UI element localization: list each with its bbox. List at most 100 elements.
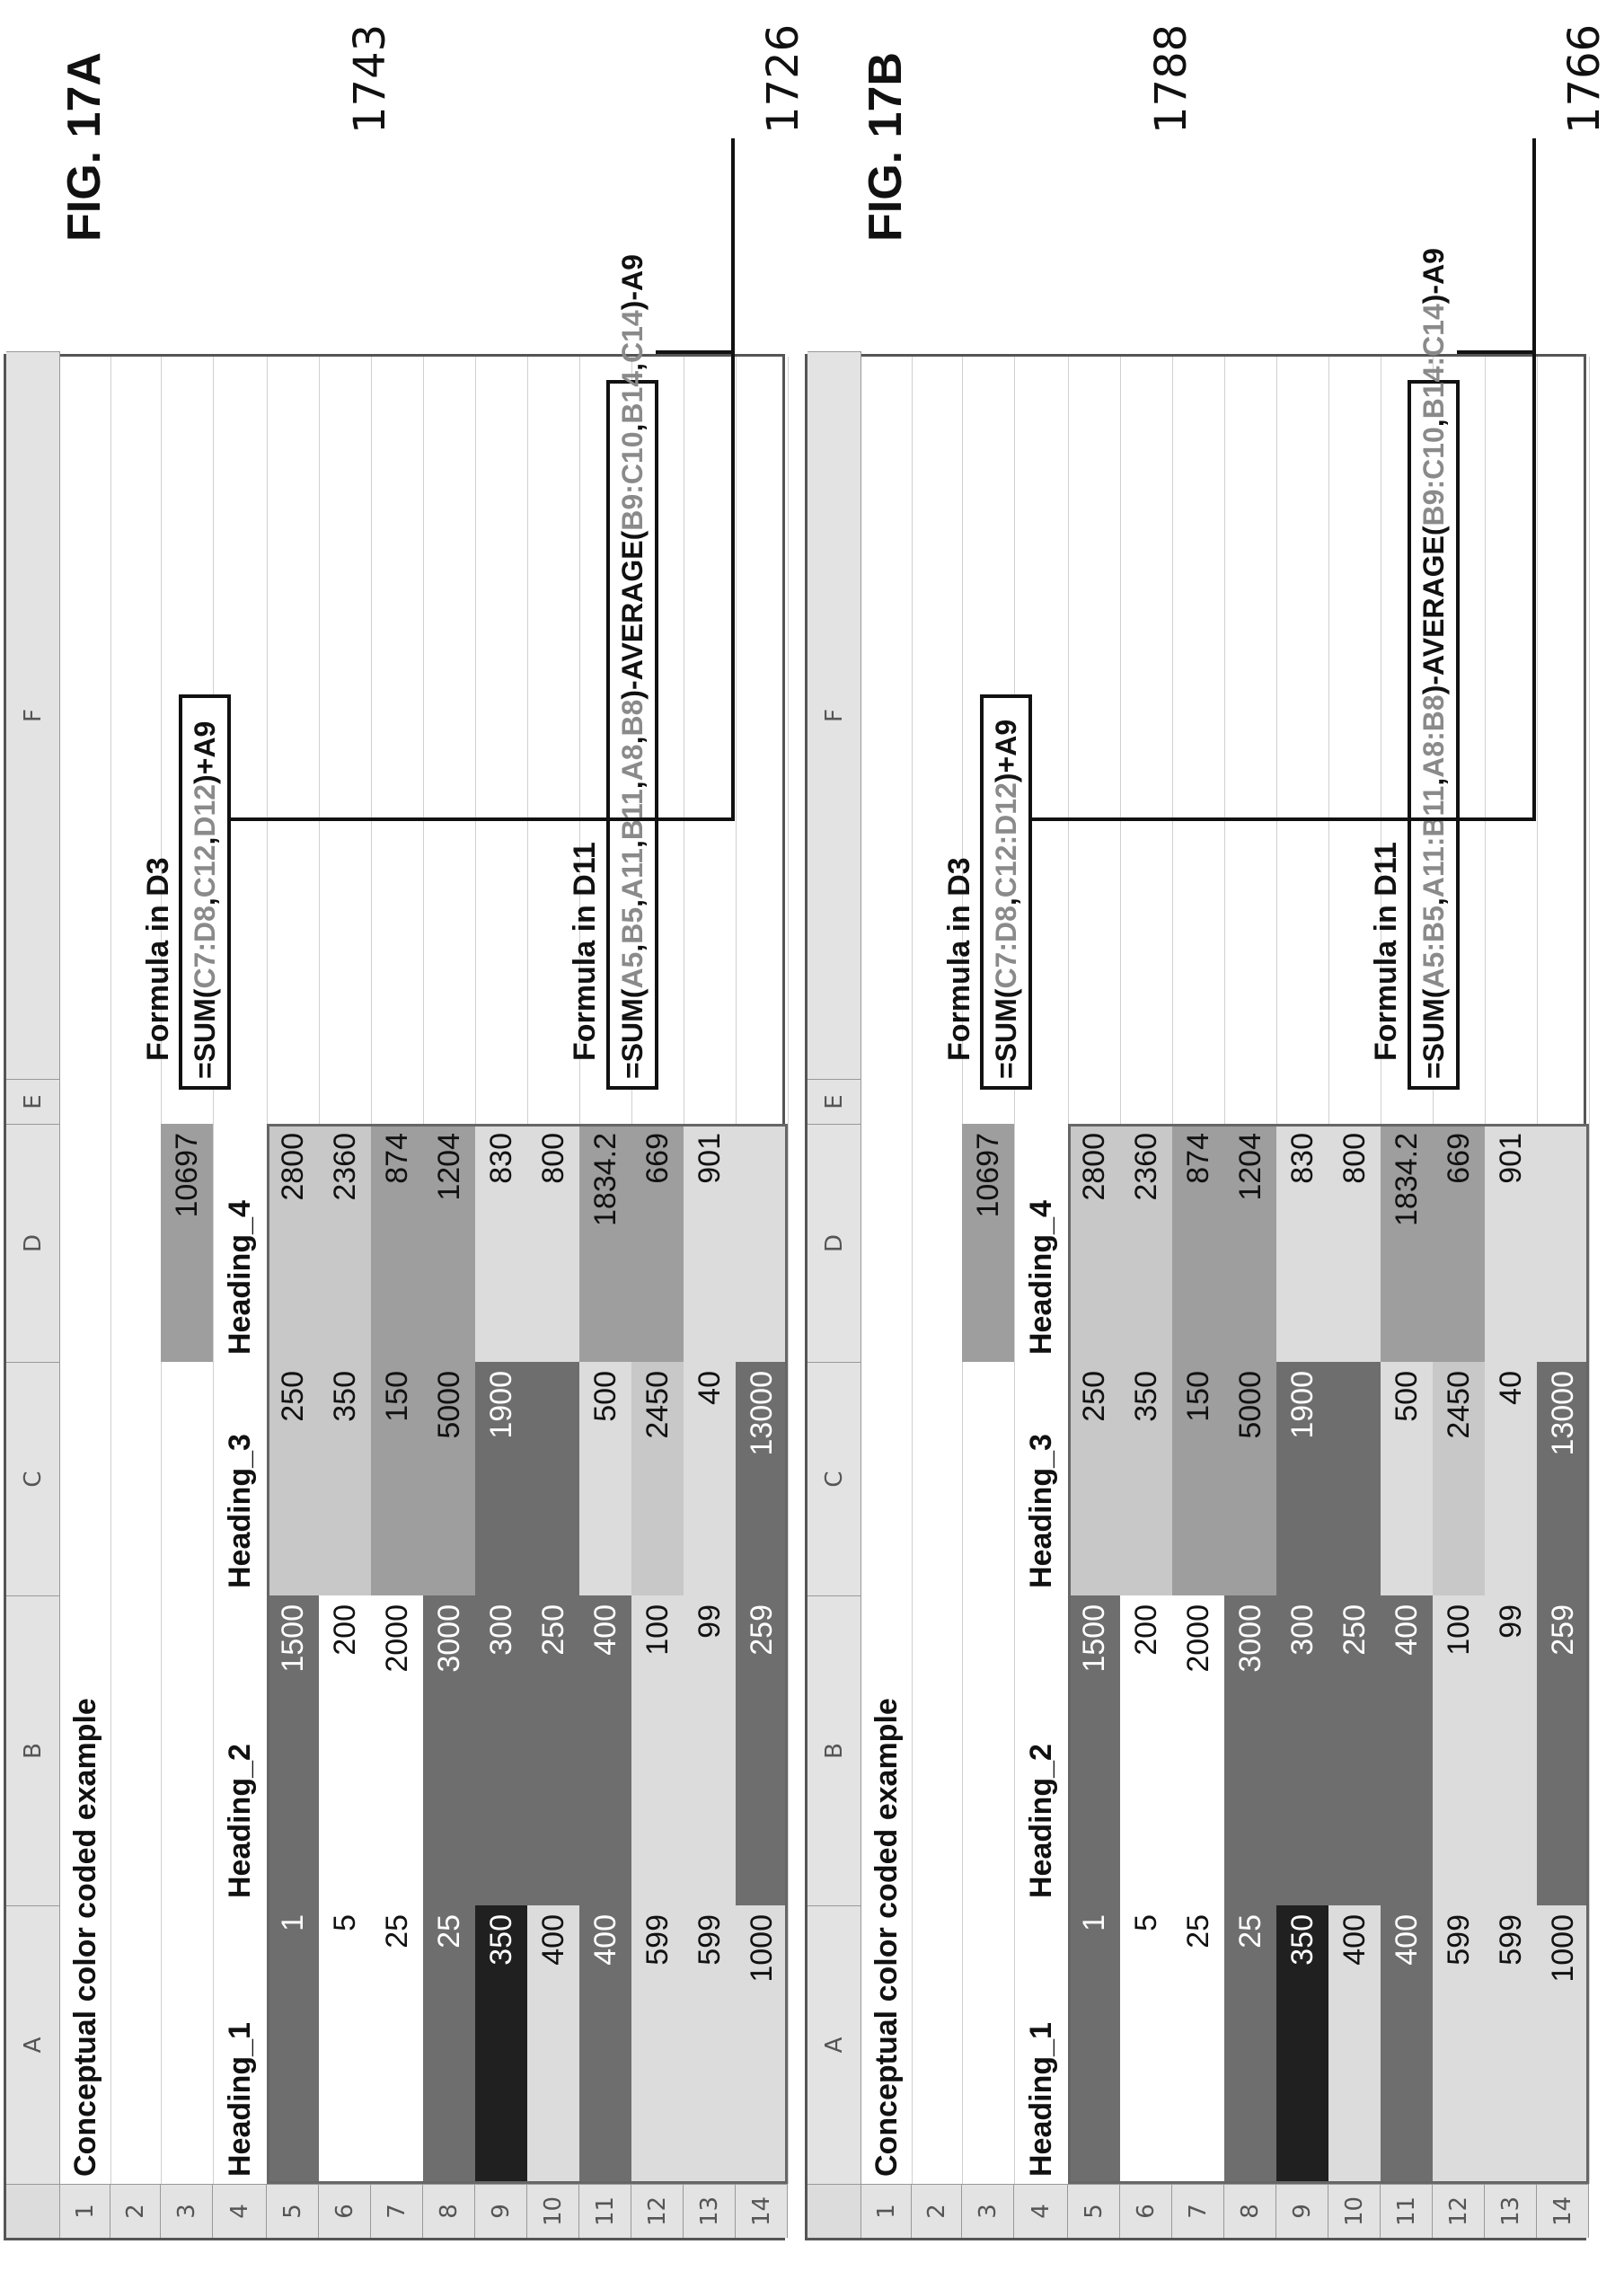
data-cell[interactable]: 1500 <box>1068 1595 1120 1905</box>
data-cell[interactable] <box>736 1124 788 1362</box>
row-header-7[interactable]: 7 <box>371 2184 423 2238</box>
data-cell[interactable]: 100 <box>631 1595 684 1905</box>
data-cell[interactable]: 13000 <box>1537 1362 1589 1595</box>
data-cell[interactable]: 150 <box>371 1362 423 1595</box>
row-header-14[interactable]: 14 <box>1537 2184 1589 2238</box>
data-cell[interactable]: 200 <box>1120 1595 1172 1905</box>
data-cell[interactable]: 99 <box>1485 1595 1537 1905</box>
data-cell[interactable]: 901 <box>1485 1124 1537 1362</box>
data-cell[interactable]: 2360 <box>319 1124 371 1362</box>
data-cell[interactable]: 2800 <box>1068 1124 1120 1362</box>
row-header-13[interactable]: 13 <box>684 2184 736 2238</box>
data-cell[interactable]: 5000 <box>1224 1362 1276 1595</box>
data-cell[interactable]: 400 <box>1381 1595 1433 1905</box>
select-all-corner[interactable] <box>808 2184 861 2238</box>
data-cell[interactable]: 350 <box>1120 1362 1172 1595</box>
row-header-5[interactable]: 5 <box>1068 2184 1120 2238</box>
row-header-3[interactable]: 3 <box>962 2184 1014 2238</box>
data-cell[interactable]: 400 <box>1328 1905 1381 2184</box>
data-cell[interactable] <box>1537 1124 1589 1362</box>
data-cell[interactable]: 2800 <box>267 1124 319 1362</box>
data-cell[interactable]: 300 <box>1276 1595 1328 1905</box>
row-header-1[interactable]: 1 <box>861 2184 912 2238</box>
data-cell[interactable]: 25 <box>1224 1905 1276 2184</box>
row-header-14[interactable]: 14 <box>736 2184 788 2238</box>
column-header-d[interactable]: D <box>6 1124 60 1362</box>
data-cell[interactable]: 599 <box>1485 1905 1537 2184</box>
data-cell[interactable]: 25 <box>371 1905 423 2184</box>
row-header-10[interactable]: 10 <box>1328 2184 1381 2238</box>
data-cell[interactable]: 599 <box>631 1905 684 2184</box>
row-header-4[interactable]: 4 <box>213 2184 267 2238</box>
data-cell[interactable]: 800 <box>1328 1124 1381 1362</box>
data-cell[interactable]: 599 <box>1433 1905 1485 2184</box>
data-cell[interactable]: 2000 <box>1172 1595 1224 1905</box>
data-cell[interactable]: 1204 <box>1224 1124 1276 1362</box>
column-header-f[interactable]: F <box>6 351 60 1079</box>
column-header-c[interactable]: C <box>6 1362 60 1595</box>
data-cell[interactable]: 259 <box>1537 1595 1589 1905</box>
data-cell[interactable]: 25 <box>1172 1905 1224 2184</box>
data-cell[interactable]: 400 <box>579 1905 631 2184</box>
row-header-1[interactable]: 1 <box>60 2184 110 2238</box>
data-cell[interactable]: 350 <box>1276 1905 1328 2184</box>
data-cell[interactable]: 874 <box>371 1124 423 1362</box>
data-cell[interactable]: 2450 <box>1433 1362 1485 1595</box>
data-cell[interactable]: 800 <box>527 1124 579 1362</box>
column-header-e[interactable]: E <box>6 1079 60 1124</box>
data-cell[interactable] <box>527 1362 579 1595</box>
row-header-3[interactable]: 3 <box>161 2184 213 2238</box>
column-header-b[interactable]: B <box>6 1595 60 1905</box>
cell-d3-value[interactable]: 10697 <box>962 1124 1014 1362</box>
data-cell[interactable]: 1 <box>1068 1905 1120 2184</box>
cell-d3-value[interactable]: 10697 <box>161 1124 213 1362</box>
row-header-11[interactable]: 11 <box>1381 2184 1433 2238</box>
data-cell[interactable]: 2000 <box>371 1595 423 1905</box>
column-header-a[interactable]: A <box>808 1905 861 2184</box>
data-cell[interactable]: 13000 <box>736 1362 788 1595</box>
row-header-6[interactable]: 6 <box>319 2184 371 2238</box>
row-header-8[interactable]: 8 <box>1224 2184 1276 2238</box>
column-header-c[interactable]: C <box>808 1362 861 1595</box>
data-cell[interactable]: 3000 <box>423 1595 475 1905</box>
data-cell[interactable]: 100 <box>1433 1595 1485 1905</box>
row-header-10[interactable]: 10 <box>527 2184 579 2238</box>
data-cell[interactable]: 3000 <box>1224 1595 1276 1905</box>
data-cell[interactable]: 1500 <box>267 1595 319 1905</box>
data-cell[interactable]: 25 <box>423 1905 475 2184</box>
column-header-a[interactable]: A <box>6 1905 60 2184</box>
data-cell[interactable] <box>1328 1362 1381 1595</box>
row-header-8[interactable]: 8 <box>423 2184 475 2238</box>
data-cell[interactable]: 874 <box>1172 1124 1224 1362</box>
row-header-9[interactable]: 9 <box>1276 2184 1328 2238</box>
data-cell[interactable]: 901 <box>684 1124 736 1362</box>
column-header-d[interactable]: D <box>808 1124 861 1362</box>
data-cell[interactable]: 830 <box>475 1124 527 1362</box>
data-cell[interactable]: 5 <box>1120 1905 1172 2184</box>
column-header-e[interactable]: E <box>808 1079 861 1124</box>
column-header-b[interactable]: B <box>808 1595 861 1905</box>
data-cell[interactable]: 5 <box>319 1905 371 2184</box>
data-cell[interactable]: 400 <box>579 1595 631 1905</box>
data-cell[interactable]: 250 <box>527 1595 579 1905</box>
data-cell[interactable]: 5000 <box>423 1362 475 1595</box>
column-header-f[interactable]: F <box>808 351 861 1079</box>
row-header-11[interactable]: 11 <box>579 2184 631 2238</box>
data-cell[interactable]: 259 <box>736 1595 788 1905</box>
row-header-2[interactable]: 2 <box>912 2184 962 2238</box>
data-cell[interactable]: 400 <box>527 1905 579 2184</box>
data-cell[interactable]: 350 <box>319 1362 371 1595</box>
data-cell[interactable]: 1 <box>267 1905 319 2184</box>
data-cell[interactable]: 1000 <box>736 1905 788 2184</box>
data-cell[interactable]: 500 <box>579 1362 631 1595</box>
data-cell[interactable]: 500 <box>1381 1362 1433 1595</box>
data-cell[interactable]: 250 <box>267 1362 319 1595</box>
data-cell[interactable]: 200 <box>319 1595 371 1905</box>
data-cell[interactable]: 2450 <box>631 1362 684 1595</box>
data-cell[interactable]: 1000 <box>1537 1905 1589 2184</box>
row-header-6[interactable]: 6 <box>1120 2184 1172 2238</box>
data-cell[interactable]: 40 <box>684 1362 736 1595</box>
data-cell[interactable]: 669 <box>631 1124 684 1362</box>
select-all-corner[interactable] <box>6 2184 60 2238</box>
data-cell[interactable]: 40 <box>1485 1362 1537 1595</box>
